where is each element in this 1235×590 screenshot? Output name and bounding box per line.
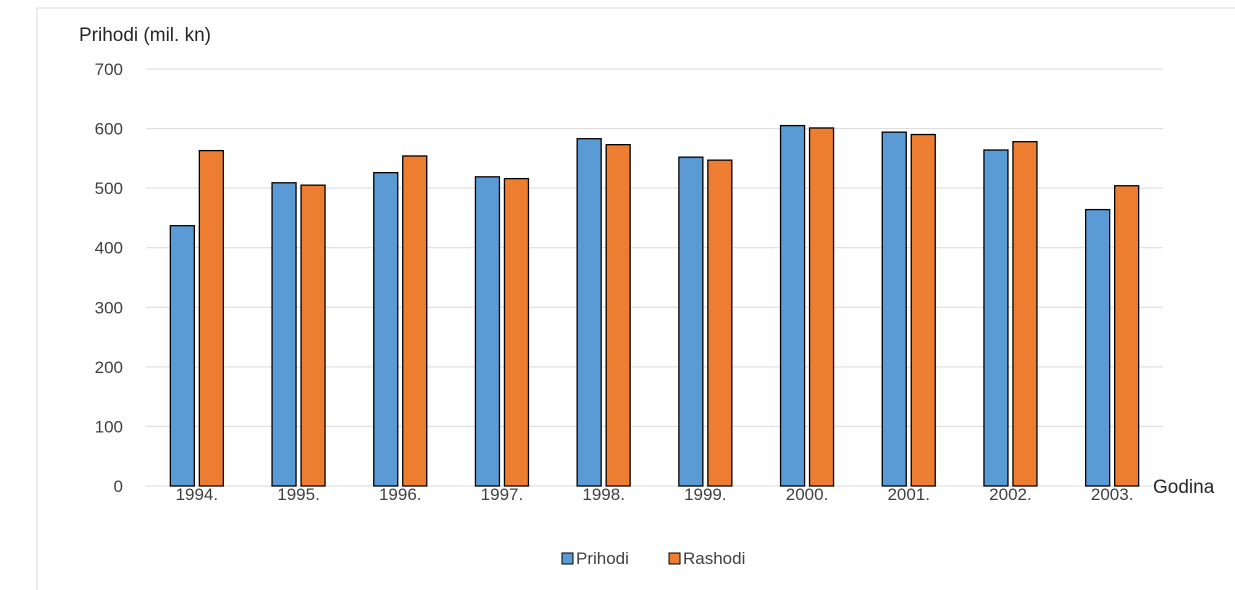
bar-prihodi-1995 xyxy=(271,182,297,487)
bar-rashodi-1999 xyxy=(707,159,733,487)
bar-prihodi-2002 xyxy=(983,149,1009,487)
x-tick-label: 2001. xyxy=(887,485,930,504)
x-tick-label: 1998. xyxy=(582,485,625,504)
bar-rashodi-1997 xyxy=(503,177,530,487)
x-tick-label: 1999. xyxy=(684,485,727,504)
bar-prihodi-1994 xyxy=(169,225,196,487)
y-axis-title: Prihodi (mil. kn) xyxy=(79,25,211,46)
bar-rashodi-2000 xyxy=(808,127,835,487)
bar-rashodi-1996 xyxy=(402,155,428,487)
legend-label-prihodi: Prihodi xyxy=(576,549,629,568)
y-tick-label: 100 xyxy=(95,417,123,436)
x-tick-label: 2003. xyxy=(1091,485,1134,504)
legend-label-rashodi: Rashodi xyxy=(683,549,745,568)
bar-prihodi-1998 xyxy=(576,138,602,487)
x-axis-title: Godina xyxy=(1153,477,1215,498)
x-tick-label: 1996. xyxy=(379,485,422,504)
x-tick-labels: 1994. 1995. 1996. 1997. 1998. 1999. 2000. 2001.… xyxy=(176,485,1134,504)
bar-rashodi-1995 xyxy=(300,184,326,487)
y-tick-label: 200 xyxy=(95,358,123,377)
bar-rashodi-1994 xyxy=(198,149,225,487)
legend-swatch-rashodi xyxy=(668,552,681,565)
bar-prihodi-2001 xyxy=(881,131,907,487)
legend: Prihodi Rashodi xyxy=(561,549,745,568)
x-tick-label: 1994. xyxy=(176,485,219,504)
gridlines xyxy=(146,68,1163,487)
bar-prihodi-2000 xyxy=(779,124,806,487)
y-tick-label: 700 xyxy=(95,60,123,79)
x-tick-label: 2000. xyxy=(786,485,829,504)
x-tick-label: 1995. xyxy=(277,485,320,504)
bar-prihodi-1997 xyxy=(474,176,501,487)
bar-rashodi-2003 xyxy=(1114,185,1140,487)
y-tick-labels: 0 100 200 300 400 500 600 700 xyxy=(95,60,123,496)
y-tick-label: 600 xyxy=(95,120,123,139)
y-tick-label: 0 xyxy=(114,477,123,496)
y-tick-label: 300 xyxy=(95,298,123,317)
bar-prihodi-1999 xyxy=(678,156,704,487)
bars xyxy=(169,124,1140,487)
bar-prihodi-1996 xyxy=(373,172,399,487)
bar-prihodi-2003 xyxy=(1085,208,1111,487)
x-tick-label: 1997. xyxy=(481,485,524,504)
y-tick-label: 400 xyxy=(95,239,123,258)
y-tick-label: 500 xyxy=(95,179,123,198)
bar-rashodi-1998 xyxy=(605,144,631,487)
bar-rashodi-2002 xyxy=(1012,141,1038,487)
bar-rashodi-2001 xyxy=(910,133,936,487)
legend-swatch-prihodi xyxy=(561,552,574,565)
x-tick-label: 2002. xyxy=(989,485,1032,504)
